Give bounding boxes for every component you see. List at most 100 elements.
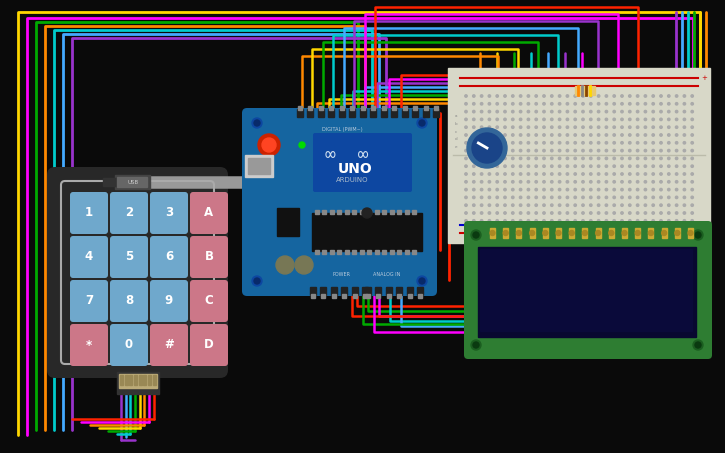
Circle shape [597,157,600,159]
Bar [361,106,365,110]
Circle shape [519,165,522,168]
Circle shape [362,208,372,218]
Circle shape [589,142,592,144]
Bar [310,287,316,295]
Circle shape [496,134,498,136]
Circle shape [527,165,529,168]
Circle shape [645,95,647,97]
Bar [648,228,653,238]
Text: 2: 2 [125,207,133,220]
Bar [352,287,358,295]
Circle shape [558,149,561,152]
Bar [386,287,392,295]
Circle shape [691,204,693,207]
Circle shape [504,220,506,222]
Circle shape [527,188,529,191]
Circle shape [683,111,686,113]
Circle shape [488,102,491,105]
Circle shape [519,134,522,136]
Circle shape [262,138,276,152]
Circle shape [566,149,568,152]
Circle shape [473,126,475,128]
Circle shape [512,165,514,168]
Circle shape [519,188,522,191]
Bar [350,106,355,110]
Bar [575,86,595,95]
Text: 8: 8 [125,294,133,308]
Circle shape [683,126,686,128]
Circle shape [488,173,491,175]
Bar [556,228,561,238]
Bar [478,247,696,337]
Circle shape [645,118,647,120]
Circle shape [558,142,561,144]
Circle shape [481,102,483,105]
Bar [662,228,666,238]
Bar [311,294,315,298]
Circle shape [613,126,616,128]
Circle shape [629,165,631,168]
Circle shape [481,165,483,168]
Text: B: B [204,251,213,264]
Circle shape [519,181,522,183]
Circle shape [676,157,678,159]
Circle shape [637,102,639,105]
Circle shape [488,188,491,191]
Circle shape [566,188,568,191]
Text: #: # [164,338,174,352]
Circle shape [558,204,561,207]
Bar [405,210,409,214]
Bar [277,208,299,236]
Circle shape [668,142,670,144]
Circle shape [605,95,608,97]
Bar [315,210,319,214]
Circle shape [488,157,491,159]
Bar [366,294,370,298]
Circle shape [496,173,498,175]
Circle shape [676,212,678,214]
Circle shape [558,188,561,191]
Circle shape [652,173,655,175]
Bar [125,375,128,385]
Circle shape [660,220,662,222]
Circle shape [535,196,537,198]
Circle shape [597,165,600,168]
Circle shape [252,276,262,286]
Circle shape [504,188,506,191]
Bar [345,250,349,254]
Circle shape [660,181,662,183]
Circle shape [465,126,467,128]
Circle shape [558,111,561,113]
Circle shape [519,126,522,128]
Circle shape [566,134,568,136]
Circle shape [550,173,553,175]
Circle shape [543,134,545,136]
Circle shape [481,181,483,183]
Circle shape [299,142,305,148]
Circle shape [645,142,647,144]
Circle shape [629,149,631,152]
Circle shape [589,196,592,198]
Bar [103,178,117,186]
Bar [138,375,142,385]
Text: 0: 0 [125,338,133,352]
Circle shape [488,149,491,152]
Circle shape [529,231,534,236]
Text: POWER: POWER [333,273,351,278]
Circle shape [637,196,639,198]
Circle shape [471,340,481,350]
Circle shape [473,111,475,113]
Circle shape [581,126,584,128]
Circle shape [645,165,647,168]
Circle shape [676,142,678,144]
Text: e: e [455,145,457,149]
Bar [297,109,303,117]
FancyBboxPatch shape [70,324,108,366]
Text: 3: 3 [165,207,173,220]
Circle shape [512,149,514,152]
Circle shape [465,173,467,175]
Circle shape [652,111,655,113]
Circle shape [683,212,686,214]
Circle shape [660,126,662,128]
Circle shape [252,118,262,128]
